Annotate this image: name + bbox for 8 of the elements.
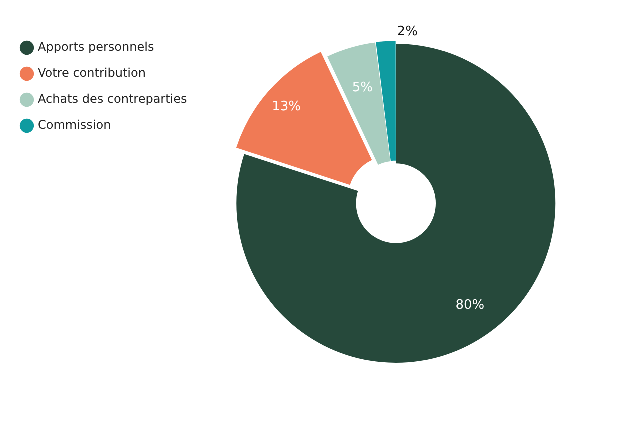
data-label: 2% — [397, 24, 418, 40]
legend-label: Achats des contreparties — [38, 92, 188, 106]
data-label: 5% — [352, 80, 373, 96]
data-label: 80% — [456, 298, 485, 313]
legend-label: Commission — [38, 118, 112, 132]
legend-label: Votre contribution — [38, 66, 146, 80]
data-label: 13% — [272, 99, 302, 114]
legend-label: Apports personnels — [38, 40, 154, 54]
